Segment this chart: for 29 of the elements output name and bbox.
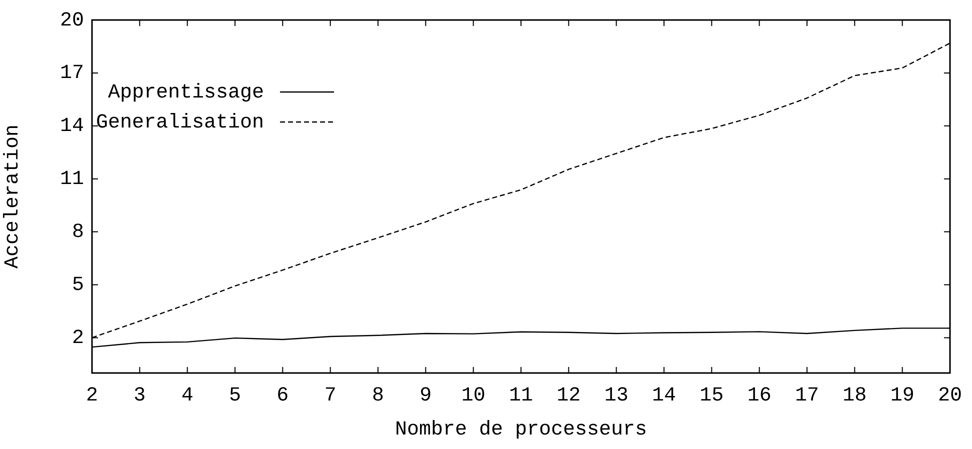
y-tick-label: 2 bbox=[72, 326, 84, 350]
x-tick-label: 3 bbox=[134, 384, 146, 408]
x-tick-label: 8 bbox=[372, 384, 384, 408]
x-tick-label: 6 bbox=[276, 384, 289, 408]
x-tick-label: 15 bbox=[700, 384, 724, 408]
y-tick-label: 8 bbox=[72, 221, 84, 244]
y-tick-label: 20 bbox=[60, 9, 84, 32]
x-tick-label: 4 bbox=[181, 384, 194, 408]
legend-label: Generalisation bbox=[96, 111, 264, 134]
y-tick-label: 5 bbox=[72, 274, 84, 298]
x-tick-label: 19 bbox=[890, 384, 914, 408]
x-tick-label: 14 bbox=[652, 384, 676, 408]
x-tick-label: 7 bbox=[324, 384, 336, 408]
legend-label: Apprentissage bbox=[108, 81, 264, 104]
x-tick-label: 9 bbox=[420, 384, 432, 408]
y-axis-title: Acceleration bbox=[1, 124, 24, 269]
x-tick-label: 11 bbox=[508, 384, 534, 408]
y-tick-label: 14 bbox=[60, 115, 84, 138]
x-tick-label: 5 bbox=[228, 384, 242, 408]
x-tick-label: 10 bbox=[461, 384, 486, 408]
x-tick-label: 18 bbox=[842, 384, 867, 408]
x-tick-label: 20 bbox=[938, 384, 962, 408]
x-tick-label: 17 bbox=[794, 384, 820, 408]
x-axis-title: Nombre de processeurs bbox=[394, 418, 648, 442]
x-tick-label: 12 bbox=[556, 384, 581, 408]
x-tick-label: 16 bbox=[747, 384, 772, 408]
x-tick-label: 13 bbox=[604, 384, 628, 408]
y-tick-label: 11 bbox=[60, 168, 84, 192]
y-tick-label: 17 bbox=[60, 62, 84, 86]
